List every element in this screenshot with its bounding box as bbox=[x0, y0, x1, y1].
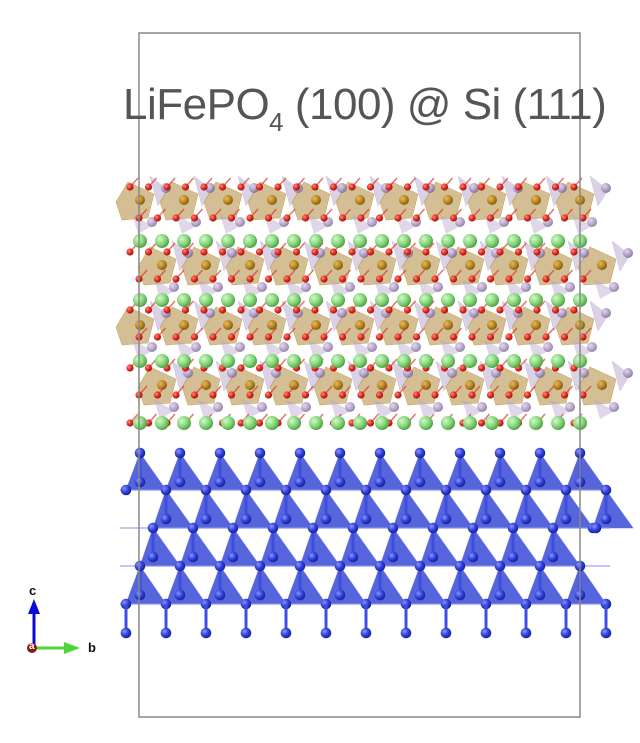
b-axis-arrowhead bbox=[64, 642, 80, 654]
silicon-slab bbox=[120, 447, 634, 639]
unit-cell-box bbox=[138, 32, 581, 718]
title-subscript: 4 bbox=[269, 107, 284, 137]
title-suffix: (100) @ Si (111) bbox=[283, 80, 607, 129]
lifepo4-slab bbox=[115, 175, 633, 430]
c-axis-label: c bbox=[29, 583, 37, 598]
b-axis-label: b bbox=[88, 640, 96, 655]
structure-title: LiFePO4 (100) @ Si (111) bbox=[123, 80, 607, 137]
axis-indicator bbox=[27, 599, 80, 654]
title-formula: LiFePO bbox=[123, 80, 270, 129]
a-axis-marker bbox=[27, 643, 37, 653]
c-axis-arrowhead bbox=[28, 599, 40, 614]
a-axis-label: a bbox=[29, 641, 35, 652]
